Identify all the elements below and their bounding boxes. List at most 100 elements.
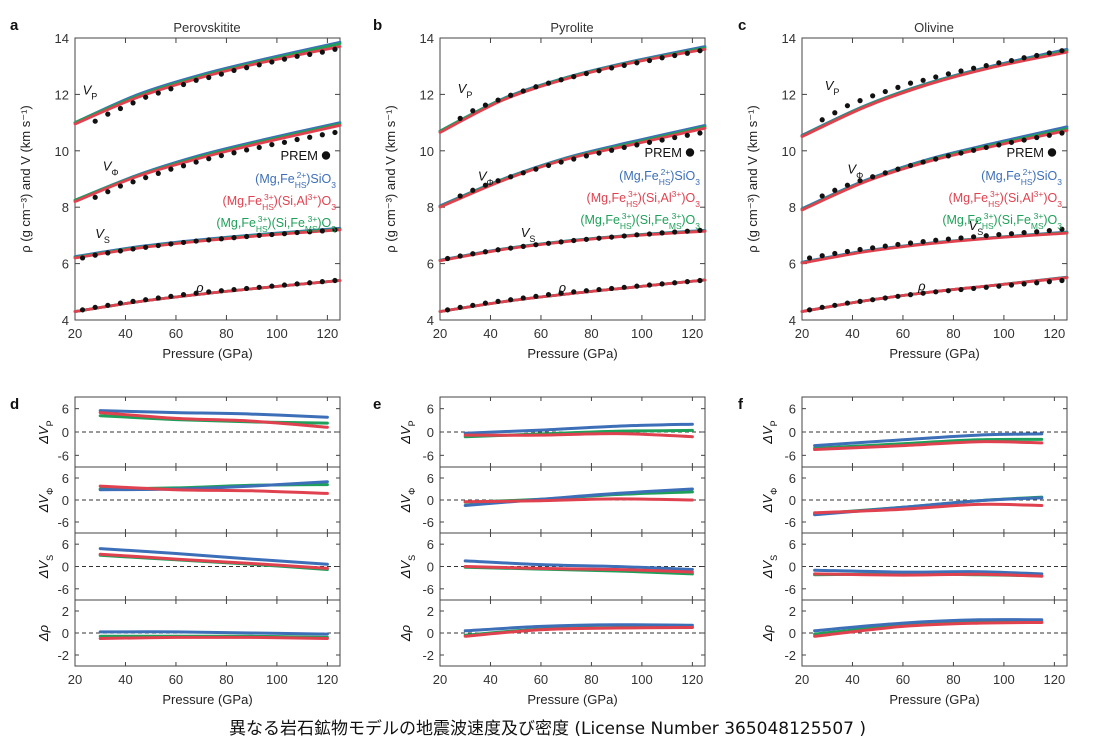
prem-point (806, 255, 813, 261)
prem-point (180, 81, 187, 88)
prem-point (155, 90, 161, 96)
prem-point (444, 255, 451, 262)
prem-point (1021, 229, 1027, 236)
prem-point (882, 295, 888, 301)
prem-point (79, 255, 86, 261)
prem-point (307, 134, 313, 140)
panel-a: a Perovskitite 20 40 60 80 100 120 4 6 8 10 12 14 Pres… (10, 17, 342, 361)
prem-point (294, 53, 300, 59)
prem-point (933, 237, 939, 243)
subplot-y-label: ΔVS (36, 555, 55, 579)
x-tick-label: 20 (795, 672, 809, 687)
prem-point (558, 239, 564, 245)
prem-point (870, 93, 876, 99)
plot-frame (74, 37, 341, 321)
prem-point (332, 277, 338, 284)
y-tick-label: 6 (427, 257, 434, 272)
prem-point (130, 246, 136, 252)
prem-point (545, 80, 552, 86)
prem-point (945, 288, 951, 294)
y-tick-label: 12 (782, 87, 796, 102)
prem-point (155, 295, 161, 301)
prem-point (269, 231, 275, 238)
x-tick-label: 60 (534, 672, 548, 687)
prem-point (621, 62, 627, 68)
prem-point (920, 159, 926, 165)
panel-letter: d (10, 396, 19, 413)
series-line-blue (813, 618, 1044, 633)
prem-point (983, 63, 989, 69)
prem-point (168, 166, 174, 172)
curve-label: VΦ (103, 159, 119, 178)
prem-point (508, 92, 514, 98)
panel-letter: a (10, 17, 19, 34)
y-tick-label: 6 (62, 257, 69, 272)
prem-point (130, 179, 136, 185)
legend-entry-green: (Mg,FeHS3+)(Si,FeMS3+)O3 (580, 211, 700, 231)
prem-point (1008, 139, 1015, 145)
legend: PREM (Mg,FeHS2+)SiO3(Mg,FeHS3+)(Si,Al3+)O… (216, 148, 336, 234)
prem-point (857, 98, 863, 104)
series-line-red (438, 126, 707, 209)
y-tick-label: -6 (784, 448, 796, 463)
legend: PREM (Mg,FeHS2+)SiO3(Mg,FeHS3+)(Si,Al3+)O… (942, 145, 1062, 231)
y-tick-label: 14 (420, 31, 434, 46)
prem-point (659, 55, 665, 61)
prem-point (882, 243, 888, 249)
x-tick-label: 120 (1044, 672, 1066, 687)
subplot: 6 0 -6 ΔVS (760, 532, 1068, 601)
x-tick-label: 80 (584, 326, 598, 341)
prem-point (105, 189, 111, 195)
prem-point (971, 234, 977, 240)
y-tick-label: 6 (789, 471, 796, 486)
prem-point (457, 193, 463, 199)
y-tick-label: 0 (427, 626, 434, 641)
series-line-red (73, 45, 342, 126)
series-line-red (463, 565, 694, 574)
prem-point (520, 295, 526, 301)
series-line-green (800, 49, 1069, 138)
x-tick-label: 40 (483, 326, 497, 341)
prem-point (958, 150, 964, 156)
series-line-blue (800, 47, 1069, 137)
prem-point (920, 239, 926, 245)
y-tick-label: 6 (789, 257, 796, 272)
prem-point (646, 231, 653, 237)
legend-entry-green: (Mg,FeHS3+)(Si,FeMS3+)O3 (942, 211, 1062, 231)
prem-point (281, 139, 288, 145)
prem-point (1059, 226, 1065, 232)
y-tick-label: 6 (789, 402, 796, 417)
prem-point (281, 231, 288, 237)
prem-point (882, 88, 888, 95)
curve-label: VΦ (847, 161, 863, 180)
subplot-y-label: ΔVP (36, 420, 55, 444)
series-line-red (800, 129, 1069, 212)
prem-point (870, 245, 876, 251)
prem-point (571, 289, 577, 295)
series-line-red (73, 228, 342, 260)
x-axis-label: Pressure (GPa) (162, 346, 252, 361)
prem-point (470, 251, 476, 257)
x-tick-label: 100 (993, 326, 1015, 341)
prem-point (1059, 277, 1065, 284)
prem-point (672, 280, 678, 286)
y-tick-label: 10 (782, 144, 796, 159)
y-tick-label: 8 (427, 200, 434, 215)
prem-point (117, 183, 124, 189)
series-line-red (98, 484, 329, 495)
series-line-green (438, 46, 707, 133)
subplot-y-label: ΔVS (760, 555, 779, 579)
prem-point (672, 52, 678, 59)
y-tick-label: -6 (57, 515, 69, 530)
prem-point (609, 285, 615, 292)
series-line-blue (438, 45, 707, 133)
y-tick-label: -6 (422, 582, 434, 597)
prem-point (244, 147, 250, 153)
x-tick-label: 60 (169, 326, 183, 341)
legend-prem-label: PREM (644, 145, 682, 160)
prem-point (933, 74, 939, 80)
x-tick-label: 40 (845, 672, 859, 687)
